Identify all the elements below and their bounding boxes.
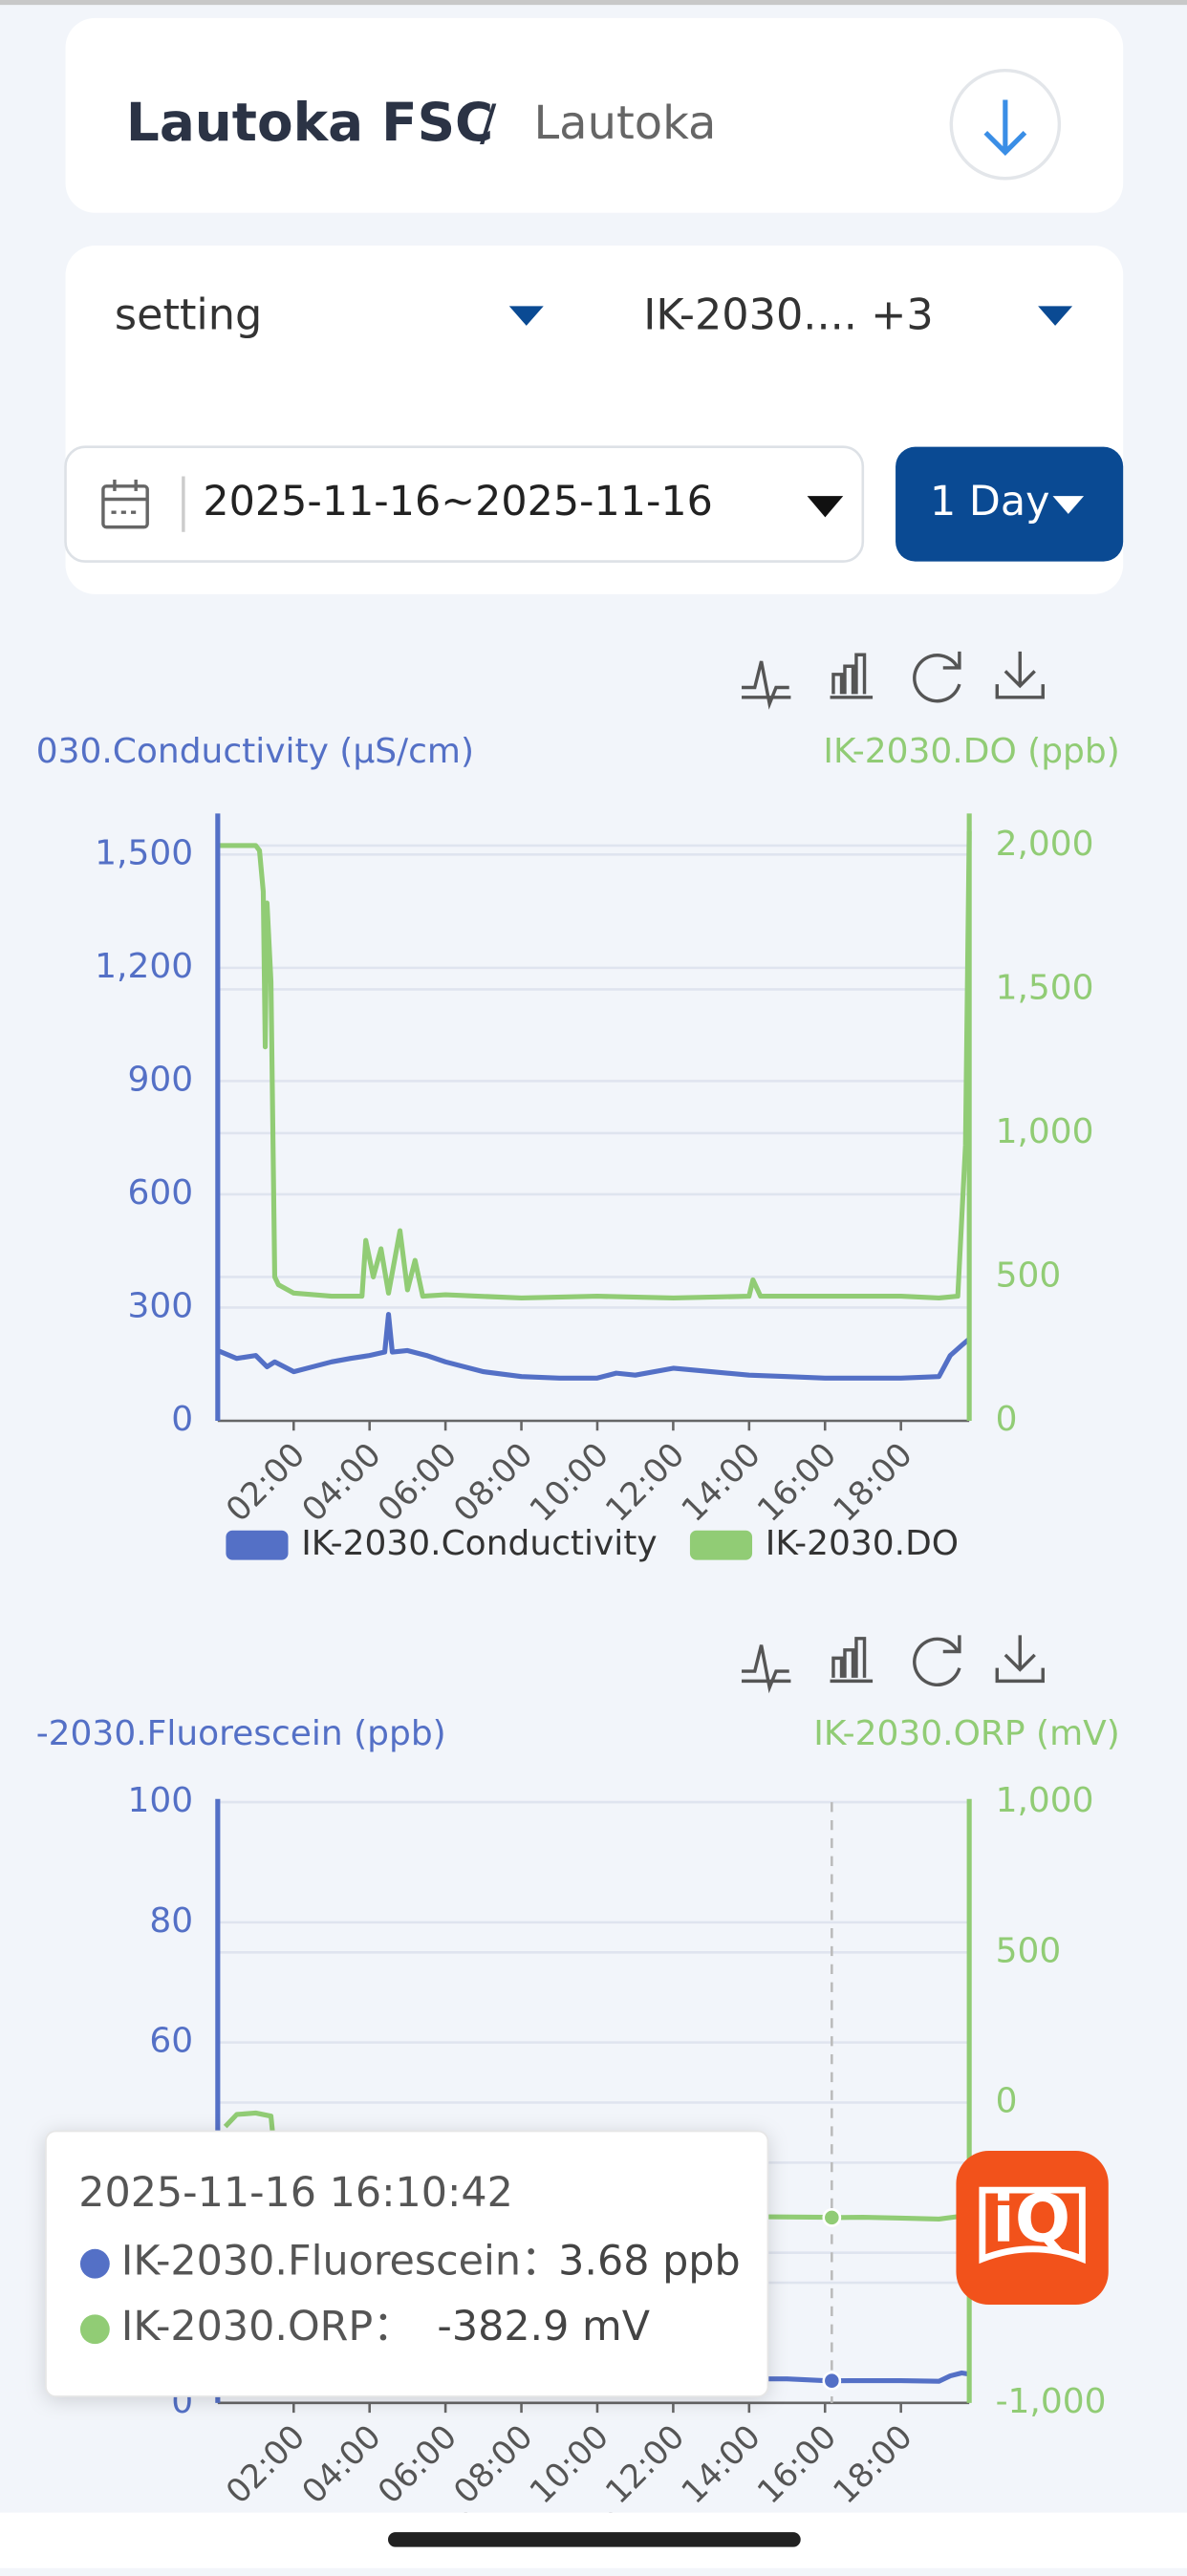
y2-axis-title: IK-2030.DO (ppb)	[823, 732, 1119, 771]
date-range[interactable]: 2025-11-16~2025-11-16	[203, 478, 712, 526]
y2-tick-label: 500	[996, 1256, 1062, 1295]
tooltip-label: IK-2030.ORP：	[121, 2303, 414, 2351]
line-chart-toggle[interactable]	[742, 660, 791, 710]
refresh-button[interactable]	[913, 1635, 961, 1686]
x-tick-label: 12:00	[598, 1436, 692, 1530]
x-tick-label: 18:00	[827, 1436, 920, 1530]
top-edge	[0, 0, 1187, 6]
x-tick-label: 04:00	[295, 2417, 389, 2511]
save-button[interactable]	[995, 651, 1045, 699]
y2-tick-label: 0	[996, 1400, 1018, 1439]
save-button[interactable]	[995, 1635, 1045, 1684]
x-tick-label: 08:00	[446, 2417, 540, 2511]
y2-tick-label: 1,500	[996, 968, 1094, 1007]
x-tick-label: 02:00	[219, 1436, 313, 1530]
x-tick-label: 04:00	[295, 1436, 389, 1530]
y-tick-label: 900	[127, 1060, 193, 1099]
tooltip-label: IK-2030.Fluorescein：	[121, 2238, 562, 2286]
x-tick-label: 12:00	[598, 2417, 692, 2511]
legend-label: IK-2030.Conductivity	[301, 1524, 657, 1563]
tooltip-value: 3.68 ppb	[558, 2238, 740, 2286]
x-tick-label: 14:00	[675, 2417, 768, 2511]
y2-tick-label: -1,000	[996, 2382, 1107, 2421]
y2-tick-label: 2,000	[996, 825, 1094, 864]
x-tick-label: 06:00	[371, 2417, 464, 2511]
series-line	[217, 830, 972, 1301]
x-tick-label: 10:00	[523, 1436, 616, 1530]
badge-shape	[979, 2186, 1086, 2265]
badge-label: iQ	[992, 2180, 1070, 2257]
y-tick-label: 1,500	[95, 833, 193, 872]
download-button[interactable]	[949, 68, 1062, 181]
bar-chart-toggle[interactable]	[830, 653, 874, 699]
y-axis-title: -2030.Fluorescein (ppb)	[36, 1714, 446, 1753]
setting-select[interactable]: setting	[115, 290, 262, 339]
x-tick-label: 14:00	[675, 1436, 768, 1530]
x-tick-label: 06:00	[371, 1436, 464, 1530]
tooltip-dot	[79, 2248, 110, 2279]
y2-axis-title: IK-2030.ORP (mV)	[813, 1714, 1120, 1753]
tooltip-time: 2025-11-16 16:10:42	[78, 2169, 513, 2217]
tooltip-dot	[79, 2314, 110, 2345]
chart-toolbar	[742, 1635, 1045, 1694]
period-button[interactable]	[896, 446, 1124, 562]
x-tick-label: 16:00	[750, 1436, 844, 1530]
y2-tick-label: 500	[996, 1931, 1062, 1970]
tooltip-value: -382.9 mV	[437, 2303, 650, 2351]
device-select[interactable]: IK-2030.... +3	[643, 290, 933, 339]
dropdown-arrow[interactable]	[807, 496, 844, 518]
site-title: Lautoka FSC	[126, 92, 493, 153]
dropdown-arrow[interactable]	[1038, 306, 1073, 326]
y-axis-title: 030.Conductivity (μS/cm)	[36, 732, 474, 771]
cursor-point	[822, 2207, 842, 2227]
y-tick-label: 0	[171, 1400, 193, 1439]
y-tick-label: 60	[149, 2022, 193, 2061]
date-picker[interactable]	[64, 445, 865, 563]
x-tick-label: 18:00	[827, 2417, 920, 2511]
separator: /	[480, 95, 497, 152]
y2-tick-label: 1,000	[996, 1112, 1094, 1151]
legend-label: IK-2030.DO	[766, 1524, 959, 1563]
dropdown-arrow[interactable]	[1052, 496, 1085, 514]
tooltip-box	[45, 2130, 769, 2397]
y-tick-label: 600	[127, 1173, 193, 1213]
y-tick-label: 100	[127, 1781, 193, 1820]
line-chart-toggle[interactable]	[742, 1644, 791, 1694]
y-tick-label: 1,200	[95, 947, 193, 986]
legend-swatch	[689, 1530, 753, 1560]
refresh-button[interactable]	[913, 651, 961, 703]
y2-tick-label: 1,000	[996, 1781, 1094, 1820]
calendar-icon	[101, 476, 185, 532]
series-line	[216, 1312, 971, 1381]
cursor-point	[822, 2371, 842, 2391]
x-tick-label: 10:00	[523, 2417, 616, 2511]
site-subtitle: Lautoka	[533, 97, 716, 150]
x-tick-label: 16:00	[750, 2417, 844, 2511]
dropdown-arrow[interactable]	[508, 306, 544, 326]
period-label[interactable]: 1 Day	[930, 478, 1049, 526]
legend-swatch	[226, 1530, 289, 1560]
header-card	[65, 17, 1124, 213]
chart-toolbar	[742, 651, 1045, 710]
bar-chart-toggle[interactable]	[830, 1637, 874, 1684]
home-indicator	[388, 2532, 801, 2547]
y2-tick-label: 0	[996, 2081, 1018, 2120]
y-tick-label: 300	[127, 1286, 193, 1325]
x-tick-label: 02:00	[219, 2417, 313, 2511]
y-tick-label: 80	[149, 1901, 193, 1941]
x-tick-label: 08:00	[446, 1436, 540, 1530]
